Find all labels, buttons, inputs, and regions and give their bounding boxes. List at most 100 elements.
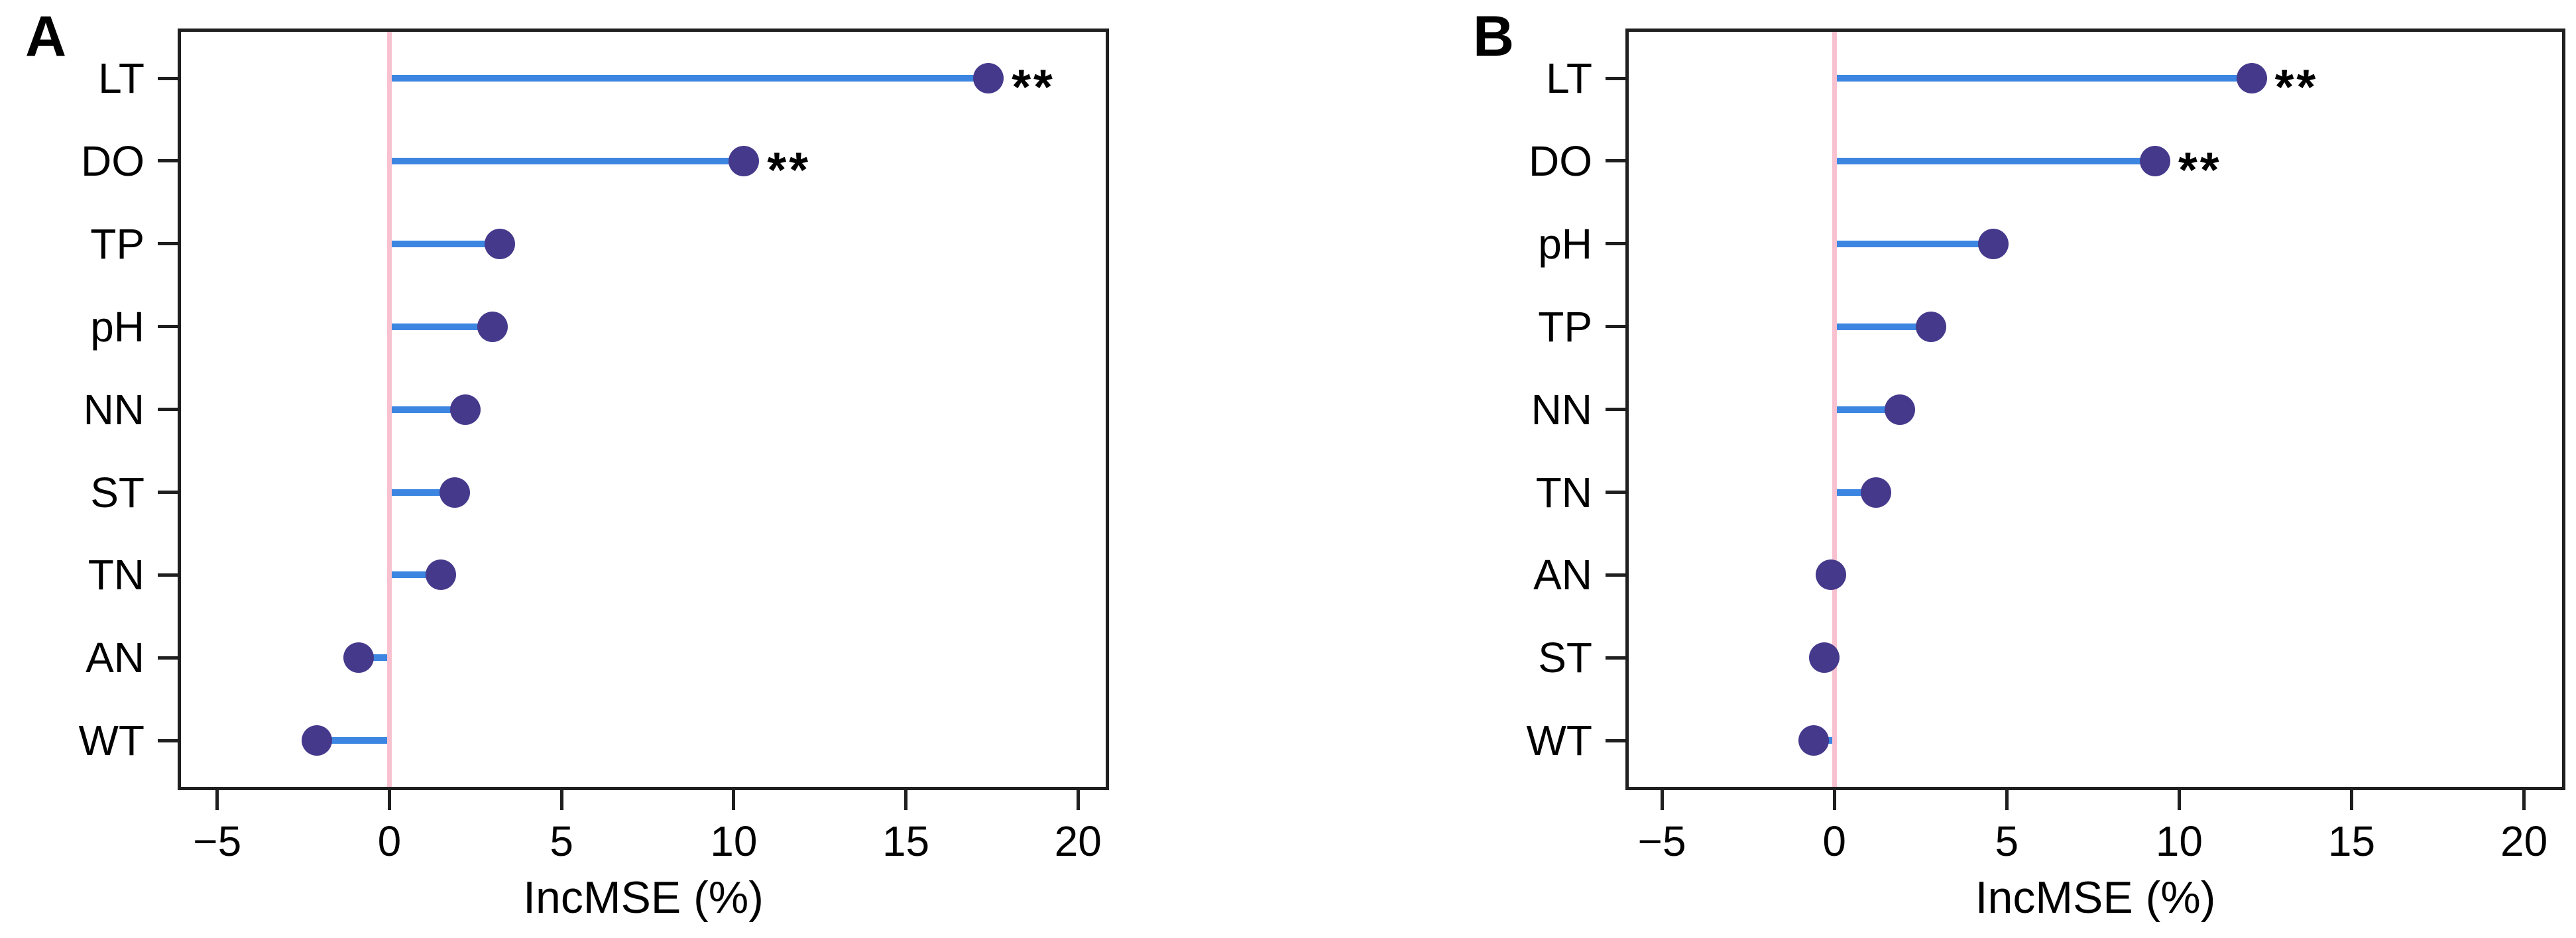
- x-tick-label-a-10: 10: [710, 817, 758, 865]
- lollipop-dot-b-ST: [1808, 642, 1840, 674]
- category-tick-a-ST: [158, 491, 178, 494]
- category-label-b-LT: LT: [1546, 54, 1592, 102]
- lollipop-stem-a-AN: [358, 654, 390, 662]
- lollipop-dot-a-NN: [449, 394, 481, 425]
- significance-label-b-DO: **: [2178, 142, 2222, 198]
- category-tick-b-WT: [1606, 738, 1625, 742]
- category-tick-b-NN: [1606, 408, 1625, 412]
- category-label-a-AN: AN: [86, 634, 145, 682]
- x-tick-a--5: [215, 790, 219, 810]
- category-label-b-AN: AN: [1533, 551, 1592, 599]
- lollipop-stem-a-DO: [389, 157, 744, 164]
- x-tick-b-15: [2349, 790, 2353, 810]
- category-tick-a-DO: [158, 159, 178, 163]
- category-label-b-NN: NN: [1531, 385, 1592, 434]
- lollipop-stem-b-pH: [1834, 240, 1993, 247]
- lollipop-stem-a-ST: [389, 489, 455, 496]
- category-tick-b-DO: [1606, 159, 1625, 163]
- lollipop-dot-a-TN: [426, 559, 457, 591]
- lollipop-dot-b-NN: [1885, 394, 1916, 425]
- x-tick-label-b-15: 15: [2327, 817, 2376, 865]
- lollipop-dot-a-LT: [973, 63, 1004, 93]
- zero-reference-line-b: [1832, 32, 1837, 787]
- x-tick-b--5: [1660, 790, 1664, 810]
- category-label-b-pH: pH: [1538, 219, 1592, 268]
- lollipop-stem-b-DO: [1834, 157, 2155, 164]
- panel-b-plot-area: [1625, 29, 2565, 790]
- x-tick-b-10: [2177, 790, 2181, 810]
- category-tick-b-TN: [1606, 491, 1625, 494]
- category-tick-a-WT: [158, 738, 178, 742]
- x-tick-label-b-5: 5: [1995, 817, 2019, 865]
- panel-a-plot-area: [178, 29, 1109, 790]
- category-tick-b-pH: [1606, 242, 1625, 246]
- lollipop-dot-b-TP: [1915, 311, 1946, 342]
- category-label-a-ST: ST: [90, 468, 145, 516]
- category-tick-b-LT: [1606, 76, 1625, 80]
- lollipop-dot-a-WT: [302, 725, 333, 756]
- panel-a-letter: A: [25, 5, 67, 68]
- category-tick-a-NN: [158, 408, 178, 412]
- x-tick-label-b-20: 20: [2500, 817, 2548, 865]
- x-tick-label-a-15: 15: [882, 817, 930, 865]
- x-tick-label-b--5: −5: [1637, 817, 1686, 865]
- lollipop-stem-a-LT: [389, 75, 989, 82]
- category-label-a-TP: TP: [90, 219, 145, 268]
- category-tick-a-pH: [158, 325, 178, 329]
- x-tick-label-b-10: 10: [2155, 817, 2203, 865]
- lollipop-dot-b-TN: [1860, 477, 1891, 508]
- panel-b-letter: B: [1473, 5, 1515, 68]
- lollipop-dot-b-DO: [2139, 145, 2170, 176]
- significance-label-a-LT: **: [1012, 59, 1055, 115]
- x-tick-label-a-5: 5: [550, 817, 573, 865]
- lollipop-dot-a-pH: [477, 311, 508, 342]
- significance-label-b-LT: **: [2274, 59, 2319, 115]
- lollipop-stem-a-pH: [389, 323, 493, 330]
- category-label-b-TN: TN: [1535, 468, 1592, 516]
- category-tick-b-AN: [1606, 573, 1625, 577]
- category-label-a-LT: LT: [98, 54, 145, 102]
- lollipop-stem-b-TN: [1834, 489, 1876, 496]
- panel-b-x-axis-title: IncMSE (%): [1975, 872, 2216, 923]
- category-label-a-pH: pH: [90, 302, 145, 351]
- category-tick-a-AN: [158, 656, 178, 660]
- category-label-b-ST: ST: [1538, 634, 1592, 682]
- x-tick-label-a-0: 0: [377, 817, 402, 865]
- lollipop-dot-b-WT: [1798, 725, 1830, 756]
- x-tick-a-15: [904, 790, 908, 810]
- x-tick-b-20: [2522, 790, 2526, 810]
- lollipop-stem-b-NN: [1834, 406, 1901, 413]
- category-label-a-TN: TN: [88, 551, 145, 599]
- significance-label-a-DO: **: [767, 142, 811, 198]
- category-tick-b-ST: [1606, 656, 1625, 660]
- x-tick-a-20: [1076, 790, 1080, 810]
- x-tick-a-10: [732, 790, 736, 810]
- lollipop-stem-b-TP: [1834, 323, 1931, 330]
- category-tick-a-LT: [158, 76, 178, 80]
- category-label-a-DO: DO: [81, 137, 145, 185]
- x-tick-b-5: [2005, 790, 2009, 810]
- lollipop-stem-a-WT: [317, 737, 390, 744]
- lollipop-stem-a-NN: [389, 406, 465, 413]
- category-label-b-DO: DO: [1529, 137, 1592, 185]
- category-tick-b-TP: [1606, 325, 1625, 329]
- category-label-a-NN: NN: [83, 385, 145, 434]
- lollipop-dot-b-AN: [1816, 559, 1847, 591]
- x-tick-a-5: [559, 790, 563, 810]
- category-tick-a-TN: [158, 573, 178, 577]
- panel-a-x-axis-title: IncMSE (%): [523, 872, 764, 923]
- category-label-b-WT: WT: [1526, 717, 1593, 765]
- x-tick-label-b-0: 0: [1822, 817, 1847, 865]
- lollipop-dot-a-TP: [484, 228, 515, 259]
- category-label-a-WT: WT: [78, 717, 145, 765]
- lollipop-dot-a-ST: [439, 477, 471, 508]
- lollipop-dot-b-LT: [2236, 63, 2267, 93]
- lollipop-stem-a-TN: [389, 571, 441, 579]
- lollipop-dot-a-DO: [729, 145, 760, 176]
- lollipop-dot-b-pH: [1977, 228, 2009, 259]
- zero-reference-line-a: [386, 32, 392, 787]
- lollipop-stem-a-TP: [389, 240, 500, 247]
- x-tick-label-a--5: −5: [193, 817, 242, 865]
- x-tick-a-0: [387, 790, 391, 810]
